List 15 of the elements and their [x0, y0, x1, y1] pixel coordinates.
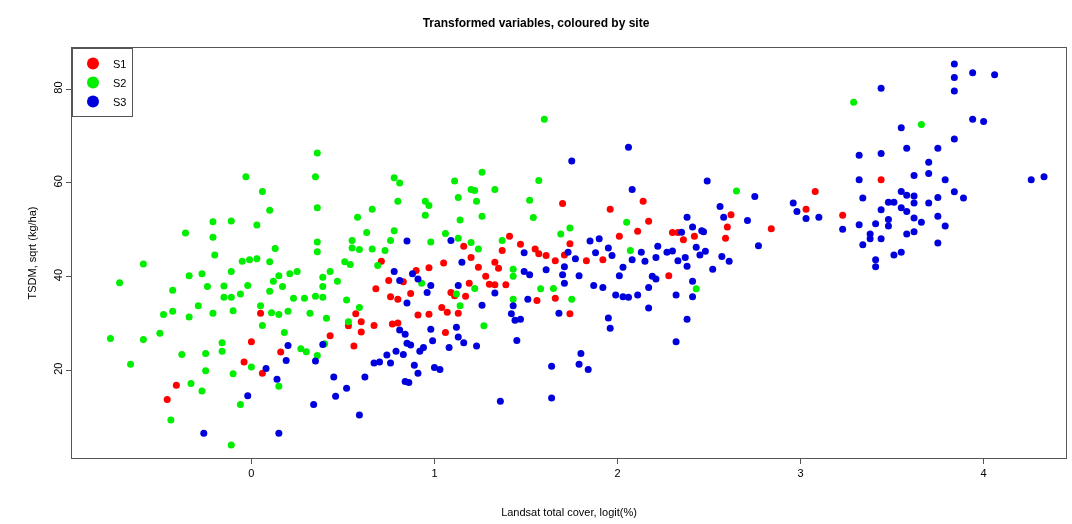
legend-label: S2 [113, 76, 127, 89]
x-tick-label: 4 [980, 467, 987, 480]
y-tick-label: 20 [51, 362, 64, 375]
x-tick-label: 3 [797, 467, 804, 480]
chart-title: Transformed variables, coloured by site [422, 15, 650, 30]
legend-label: S3 [113, 95, 127, 108]
y-tick-label: 80 [51, 81, 64, 94]
x-axis-title: Landsat total cover, logit(%) [501, 506, 637, 519]
legend-label: S1 [113, 57, 127, 70]
x-tick-label: 0 [248, 467, 255, 480]
x-tick-label: 2 [614, 467, 621, 480]
y-axis-title: TSDM, sqrt (kg/ha) [26, 206, 39, 300]
y-tick-label: 60 [51, 175, 64, 188]
x-tick-label: 1 [431, 467, 438, 480]
y-tick-label: 40 [51, 268, 64, 282]
